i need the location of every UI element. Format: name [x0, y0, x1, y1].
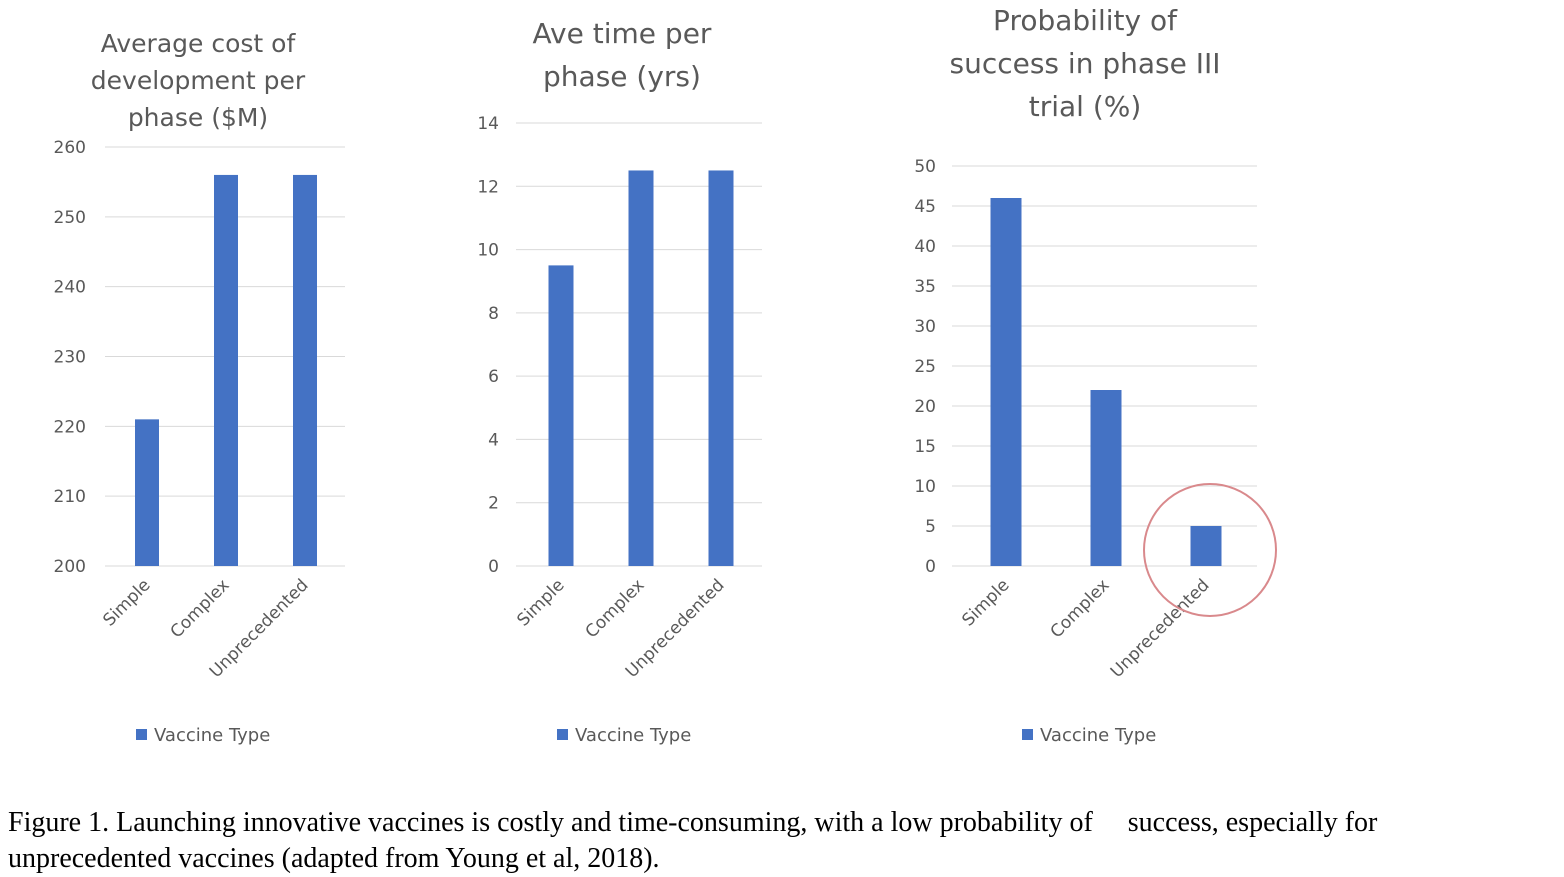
- chart-title-line: Ave time per: [533, 17, 712, 50]
- y-tick-label: 14: [477, 114, 499, 134]
- legend-swatch: [557, 729, 568, 740]
- legend-swatch: [136, 729, 147, 740]
- y-tick-label: 250: [54, 208, 86, 228]
- y-tick-label: 8: [488, 304, 499, 324]
- legend-swatch: [1022, 729, 1033, 740]
- y-tick-label: 25: [914, 357, 936, 377]
- x-category-label: Complex: [1047, 575, 1114, 642]
- y-tick-label: 0: [925, 557, 936, 577]
- y-tick-label: 45: [914, 197, 936, 217]
- chart-title-line: success in phase III: [949, 47, 1220, 80]
- x-category-label: Complex: [167, 575, 234, 642]
- bar-unprecedented: [293, 174, 317, 566]
- bar-complex: [1090, 390, 1122, 566]
- caption-line-2: unprecedented vaccines (adapted from You…: [8, 843, 660, 874]
- bar-unprecedented: [708, 170, 734, 566]
- bar-simple: [135, 419, 159, 566]
- y-tick-label: 10: [914, 477, 936, 497]
- chart-3: Probability of success in phase III trial …: [914, 4, 1277, 746]
- chart-1: Average cost of development per phase ($M)…: [54, 29, 345, 746]
- y-tick-label: 200: [54, 557, 86, 577]
- y-tick-label: 240: [54, 278, 86, 298]
- chart-title-line: development per: [91, 66, 306, 95]
- x-category-label: Simple: [958, 575, 1013, 630]
- chart-2: Ave time per phase (yrs) 0 2 4 6 8 10 12 14 Simple…: [477, 17, 762, 746]
- y-tick-label: 30: [914, 317, 936, 337]
- y-tick-label: 50: [914, 157, 936, 177]
- figure-caption: Figure 1. Launching innovative vaccines …: [8, 805, 1564, 877]
- y-tick-label: 0: [488, 557, 499, 577]
- legend-label: Vaccine Type: [575, 725, 691, 746]
- y-tick-label: 230: [54, 348, 86, 368]
- y-tick-label: 2: [488, 494, 499, 514]
- y-tick-label: 4: [488, 430, 499, 450]
- x-category-label: Complex: [582, 575, 649, 642]
- bar-complex: [628, 170, 654, 566]
- y-tick-label: 40: [914, 237, 936, 257]
- x-category-label: Unprecedented: [1107, 575, 1214, 682]
- y-tick-label: 260: [54, 138, 86, 158]
- bar-complex: [214, 174, 238, 566]
- y-tick-label: 35: [914, 277, 936, 297]
- y-tick-label: 10: [477, 241, 499, 261]
- y-tick-label: 6: [488, 367, 499, 387]
- chart-title-line: phase (yrs): [543, 60, 701, 93]
- charts-figure: Average cost of development per phase ($M)…: [54, 4, 1277, 746]
- bar-simple: [990, 198, 1022, 566]
- bar-simple: [548, 265, 574, 566]
- y-tick-label: 15: [914, 437, 936, 457]
- chart-title-line: Probability of: [993, 4, 1178, 37]
- chart-title-line: trial (%): [1029, 90, 1142, 123]
- chart-title-line: Average cost of: [101, 29, 297, 58]
- chart-title-line: phase ($M): [128, 103, 268, 132]
- y-tick-label: 220: [54, 417, 86, 437]
- caption-line-1: Figure 1. Launching innovative vaccines …: [8, 807, 1378, 838]
- y-tick-label: 20: [914, 397, 936, 417]
- x-category-label: Simple: [99, 575, 154, 630]
- y-tick-label: 5: [925, 517, 936, 537]
- x-category-label: Simple: [513, 575, 568, 630]
- legend-label: Vaccine Type: [1040, 725, 1156, 746]
- legend-label: Vaccine Type: [154, 725, 270, 746]
- y-tick-label: 210: [54, 487, 86, 507]
- y-tick-label: 12: [477, 177, 499, 197]
- highlight-circle: [1143, 483, 1277, 617]
- bar-unprecedented: [1190, 526, 1222, 566]
